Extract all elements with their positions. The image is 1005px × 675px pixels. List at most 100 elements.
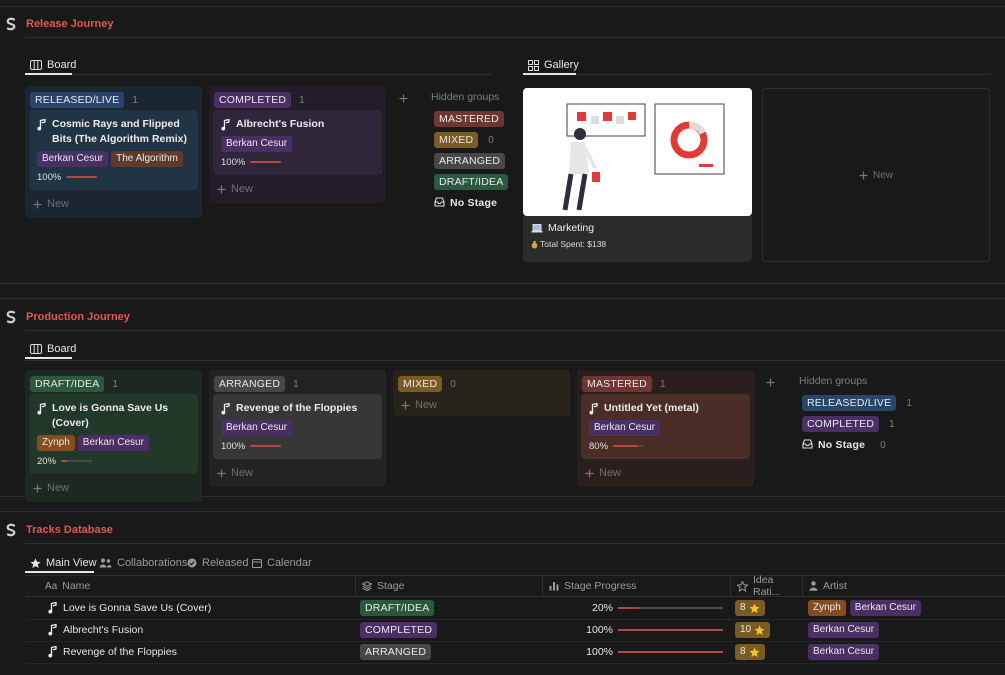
- new-button[interactable]: New: [397, 394, 566, 416]
- icon-part: [189, 561, 195, 566]
- stage-tag: COMPLETED: [214, 92, 292, 108]
- stage-tag: MASTERED: [434, 111, 504, 127]
- view-tab[interactable]: Board: [30, 341, 76, 357]
- row-artists: Zynph Berkan Cesur: [808, 597, 921, 619]
- row-artists: Berkan Cesur: [808, 641, 880, 663]
- row-name[interactable]: Revenge of the Floppies: [48, 641, 177, 663]
- card-title-text: Cosmic Rays and Flipped Bits (The Algori…: [52, 118, 187, 145]
- column-title: Stage: [377, 580, 405, 592]
- cover-box: [592, 172, 600, 182]
- note-icon: [221, 403, 230, 416]
- icon: [749, 603, 760, 613]
- board-icon: [30, 344, 42, 354]
- column-header: Aa Name: [25, 576, 355, 596]
- icon-part: [223, 119, 230, 129]
- view-tab[interactable]: Released: [187, 555, 248, 571]
- icon-part: [585, 469, 594, 477]
- column-header: COMPLETED 1: [213, 90, 382, 110]
- icon: [749, 647, 760, 657]
- section-title: Release Journey: [26, 18, 114, 30]
- card-title: Revenge of the Floppies: [221, 401, 374, 416]
- artist-tag: Berkan Cesur: [221, 420, 293, 436]
- group-count: 0: [880, 439, 886, 451]
- gallery-new-card[interactable]: New: [762, 88, 990, 262]
- icon: [30, 558, 41, 568]
- name-icon: Aa: [45, 580, 58, 592]
- progress-fill: [61, 460, 68, 462]
- card-tags: Berkan Cesur: [589, 420, 742, 436]
- icon: [528, 59, 539, 71]
- hidden-group[interactable]: DRAFT/IDEA: [434, 174, 509, 190]
- stage-name: ARRANGED: [365, 646, 427, 658]
- view-tab[interactable]: Board: [30, 57, 76, 73]
- new-button[interactable]: New: [213, 459, 382, 487]
- new-label: New: [231, 467, 254, 479]
- hidden-group[interactable]: RELEASED/LIVE 1: [802, 395, 912, 411]
- artist-tag: Berkan Cesur: [221, 136, 293, 152]
- add-group[interactable]: [399, 92, 408, 106]
- card[interactable]: Albrecht's Fusion Berkan Cesur 100%: [213, 110, 382, 175]
- gallery-card[interactable]: Marketing Total Spent: $138: [523, 216, 752, 262]
- cover-bg: [523, 88, 752, 216]
- hidden-group[interactable]: ARRANGED: [434, 153, 506, 169]
- stage-tag: MIXED: [434, 132, 479, 148]
- new-button[interactable]: New: [29, 190, 198, 218]
- divider: [523, 74, 990, 75]
- plus-icon: [217, 469, 226, 478]
- row-rating: 8: [735, 641, 765, 663]
- card[interactable]: Revenge of the Floppies Berkan Cesur 100%: [213, 394, 382, 459]
- progress-label: 80%: [589, 440, 609, 452]
- icon: [531, 223, 543, 232]
- new-button[interactable]: New: [581, 459, 750, 487]
- gallery-title: Marketing: [531, 222, 744, 234]
- cover-arm: [583, 147, 597, 169]
- progress-fill: [613, 445, 638, 447]
- row-progress-label: 100%: [586, 624, 613, 636]
- card-title: Love is Gonna Save Us (Cover): [37, 401, 190, 431]
- tab-label: Board: [47, 343, 77, 355]
- card[interactable]: Cosmic Rays and Flipped Bits (The Algori…: [29, 110, 198, 190]
- staro-icon: [737, 580, 748, 592]
- cover-donut-part: [688, 121, 707, 135]
- view-tab[interactable]: Calendar: [252, 555, 312, 571]
- progress-track: [66, 176, 98, 178]
- hidden-group[interactable]: No Stage 0: [802, 437, 886, 453]
- progress-track: [250, 161, 282, 163]
- group-count: 0: [488, 134, 494, 146]
- stage-tag: ARRANGED: [360, 644, 432, 660]
- card[interactable]: Untitled Yet (metal) Berkan Cesur 80%: [581, 394, 750, 459]
- row-name[interactable]: Love is Gonna Save Us (Cover): [48, 597, 211, 619]
- cover-bar: [699, 164, 713, 167]
- new-button[interactable]: New: [213, 175, 382, 203]
- view-tab[interactable]: Collaborations: [99, 555, 187, 571]
- new-button[interactable]: New: [29, 474, 198, 502]
- column-header: Artist: [802, 576, 1005, 596]
- row-name[interactable]: Albrecht's Fusion: [48, 619, 143, 641]
- layers-icon: [362, 581, 372, 591]
- stage-name: DRAFT/IDEA: [365, 602, 430, 614]
- hidden-group[interactable]: No Stage: [434, 195, 502, 211]
- hidden-group[interactable]: COMPLETED 1: [802, 416, 895, 432]
- tab-label: Gallery: [544, 59, 579, 71]
- add-group[interactable]: [766, 376, 775, 390]
- icon-part: [766, 378, 775, 387]
- card[interactable]: Love is Gonna Save Us (Cover) Zynph Berkan…: [29, 394, 198, 474]
- view-tab[interactable]: Gallery: [528, 57, 579, 73]
- progress: 100%: [221, 440, 374, 452]
- icon-part: [39, 403, 46, 413]
- icon: [399, 94, 408, 103]
- icon: [754, 625, 765, 635]
- icon-part: [50, 602, 57, 612]
- view-tab[interactable]: Main View: [30, 555, 97, 571]
- icon-part: [223, 403, 230, 413]
- icon-part: [591, 403, 598, 413]
- artist-tag: The Algorithm: [111, 151, 183, 167]
- hidden-group[interactable]: MASTERED: [434, 111, 504, 127]
- row-progress-fill: [618, 629, 723, 631]
- tab-label: Collaborations: [117, 557, 188, 569]
- tab-underline: [25, 357, 72, 359]
- plus-icon: [585, 469, 594, 478]
- gallery-property: Total Spent: $138: [531, 239, 744, 249]
- hidden-group[interactable]: MIXED 0: [434, 132, 494, 148]
